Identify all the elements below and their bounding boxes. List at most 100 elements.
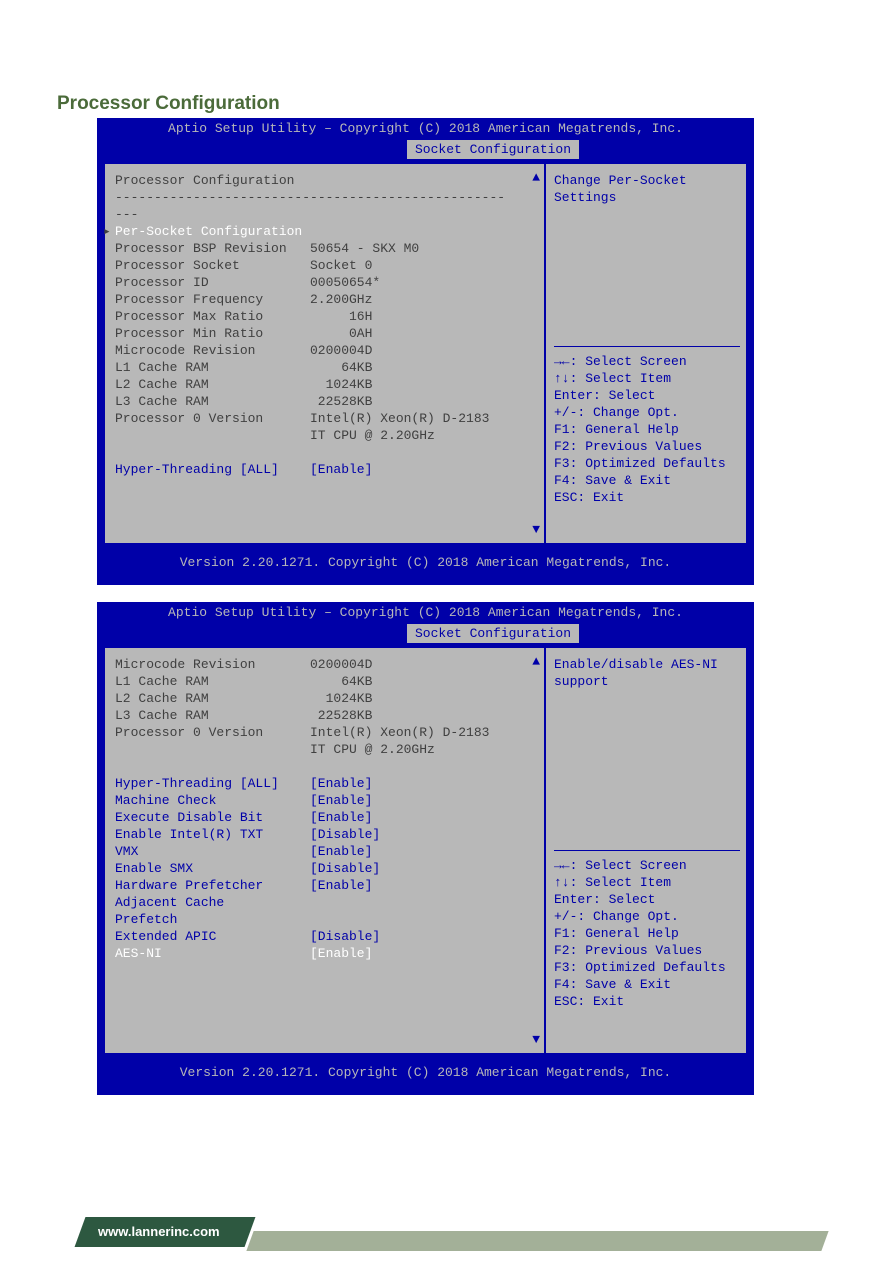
row-value: 22528KB [310,707,540,724]
bios-header: Aptio Setup Utility – Copyright (C) 2018… [97,118,754,140]
setting-row[interactable]: Enable SMX[Disable] [115,860,540,877]
help-key-f1: F1: General Help [554,421,740,438]
row-label: L1 Cache RAM [115,673,310,690]
setting-row[interactable]: VMX[Enable] [115,843,540,860]
divider-line: ----------------------------------------… [115,189,505,206]
menu-item-aes-ni[interactable]: AES-NI [Enable] [115,945,540,962]
bios-left: ▲ Microcode Revision0200004DL1 Cache RAM… [105,648,546,1053]
footer-line [246,1231,828,1251]
row-label: Processor Max Ratio [115,308,310,325]
aes-ni-label: AES-NI [115,945,310,962]
row-label: Processor 0 Version [115,724,310,741]
setting-row[interactable]: Adjacent Cache [115,894,540,911]
row-value [310,911,540,928]
bios-tab-row: Socket Configuration [97,624,754,646]
scroll-down-icon: ▼ [532,522,540,537]
row-label: Execute Disable Bit [115,809,310,826]
row-label: Adjacent Cache [115,894,310,911]
help-key-f1: F1: General Help [554,925,740,942]
row-value: [Enable] [310,461,540,478]
setting-row[interactable]: Hyper-Threading [ALL][Enable] [115,461,540,478]
setting-row[interactable]: Enable Intel(R) TXT[Disable] [115,826,540,843]
row-value: 2.200GHz [310,291,540,308]
row-label: Prefetch [115,911,310,928]
row-label: L1 Cache RAM [115,359,310,376]
aes-ni-value: [Enable] [310,945,540,962]
bios-tab-socket[interactable]: Socket Configuration [407,140,579,159]
setting-row[interactable]: Hardware Prefetcher[Enable] [115,877,540,894]
setting-row[interactable]: Prefetch [115,911,540,928]
section-title: Processor Configuration [115,172,310,189]
row-value [310,894,540,911]
info-row: L2 Cache RAM 1024KB [115,690,540,707]
row-label [115,741,310,758]
help-key-f2: F2: Previous Values [554,942,740,959]
row-label: L3 Cache RAM [115,393,310,410]
info-row: IT CPU @ 2.20GHz [115,741,540,758]
row-value: 64KB [310,359,540,376]
row-label: L3 Cache RAM [115,707,310,724]
bios-tab-socket[interactable]: Socket Configuration [407,624,579,643]
info-row: Processor Max Ratio 16H [115,308,540,325]
row-label: Enable Intel(R) TXT [115,826,310,843]
setting-row[interactable]: Hyper-Threading [ALL][Enable] [115,775,540,792]
page-footer: www.lannerinc.com [0,1211,893,1253]
help-key-f4: F4: Save & Exit [554,976,740,993]
help-divider [554,850,740,851]
help-key-change-opt: +/-: Change Opt. [554,404,740,421]
help-key-select-screen: →←: Select Screen [554,353,740,370]
row-value: 22528KB [310,393,540,410]
help-description: Enable/disable AES-NI support [554,656,740,846]
setting-row[interactable]: Extended APIC[Disable] [115,928,540,945]
info-row: Processor Frequency2.200GHz [115,291,540,308]
row-label: Microcode Revision [115,656,310,673]
row-label: Processor BSP Revision [115,240,310,257]
help-key-f3: F3: Optimized Defaults [554,455,740,472]
info-row: Processor ID00050654* [115,274,540,291]
row-label: Hyper-Threading [ALL] [115,461,310,478]
row-value: [Disable] [310,826,540,843]
info-row: Processor SocketSocket 0 [115,257,540,274]
row-value: 64KB [310,673,540,690]
row-value: [Enable] [310,843,540,860]
row-value: [Disable] [310,860,540,877]
row-label: Microcode Revision [115,342,310,359]
help-key-f2: F2: Previous Values [554,438,740,455]
info-row: Processor 0 VersionIntel(R) Xeon(R) D-21… [115,410,540,427]
row-label: L2 Cache RAM [115,690,310,707]
help-key-select-item: ↑↓: Select Item [554,370,740,387]
row-label: Extended APIC [115,928,310,945]
row-value: 0200004D [310,342,540,359]
bios-body: ▲ Processor Configuration --------------… [103,162,748,545]
row-label: Hardware Prefetcher [115,877,310,894]
menu-item-per-socket[interactable]: ▸ Per-Socket Configuration [115,223,540,240]
info-row: Processor BSP Revision50654 - SKX M0 [115,240,540,257]
row-value: [Enable] [310,792,540,809]
page-title: Processor Configuration [57,93,280,115]
info-row: Microcode Revision0200004D [115,342,540,359]
row-label: Processor ID [115,274,310,291]
setting-row[interactable]: Machine Check[Enable] [115,792,540,809]
row-value: 16H [310,308,540,325]
row-value: [Enable] [310,809,540,826]
info-row: L3 Cache RAM 22528KB [115,707,540,724]
info-row: L2 Cache RAM 1024KB [115,376,540,393]
bios-footer: Version 2.20.1271. Copyright (C) 2018 Am… [97,1055,754,1088]
row-value: IT CPU @ 2.20GHz [310,741,540,758]
scroll-down-icon: ▼ [532,1032,540,1047]
scroll-up-icon: ▲ [532,170,540,185]
row-label: Processor 0 Version [115,410,310,427]
row-label: Machine Check [115,792,310,809]
info-row: Processor 0 VersionIntel(R) Xeon(R) D-21… [115,724,540,741]
setting-row[interactable]: Execute Disable Bit[Enable] [115,809,540,826]
footer-url-badge: www.lannerinc.com [75,1217,256,1247]
row-value: 0AH [310,325,540,342]
help-key-f4: F4: Save & Exit [554,472,740,489]
bios-panel-1: Aptio Setup Utility – Copyright (C) 2018… [97,118,754,585]
row-label: VMX [115,843,310,860]
info-row: Processor Min Ratio 0AH [115,325,540,342]
row-label: Processor Frequency [115,291,310,308]
scroll-up-icon: ▲ [532,654,540,669]
bios-body: ▲ Microcode Revision0200004DL1 Cache RAM… [103,646,748,1055]
row-value: [Disable] [310,928,540,945]
